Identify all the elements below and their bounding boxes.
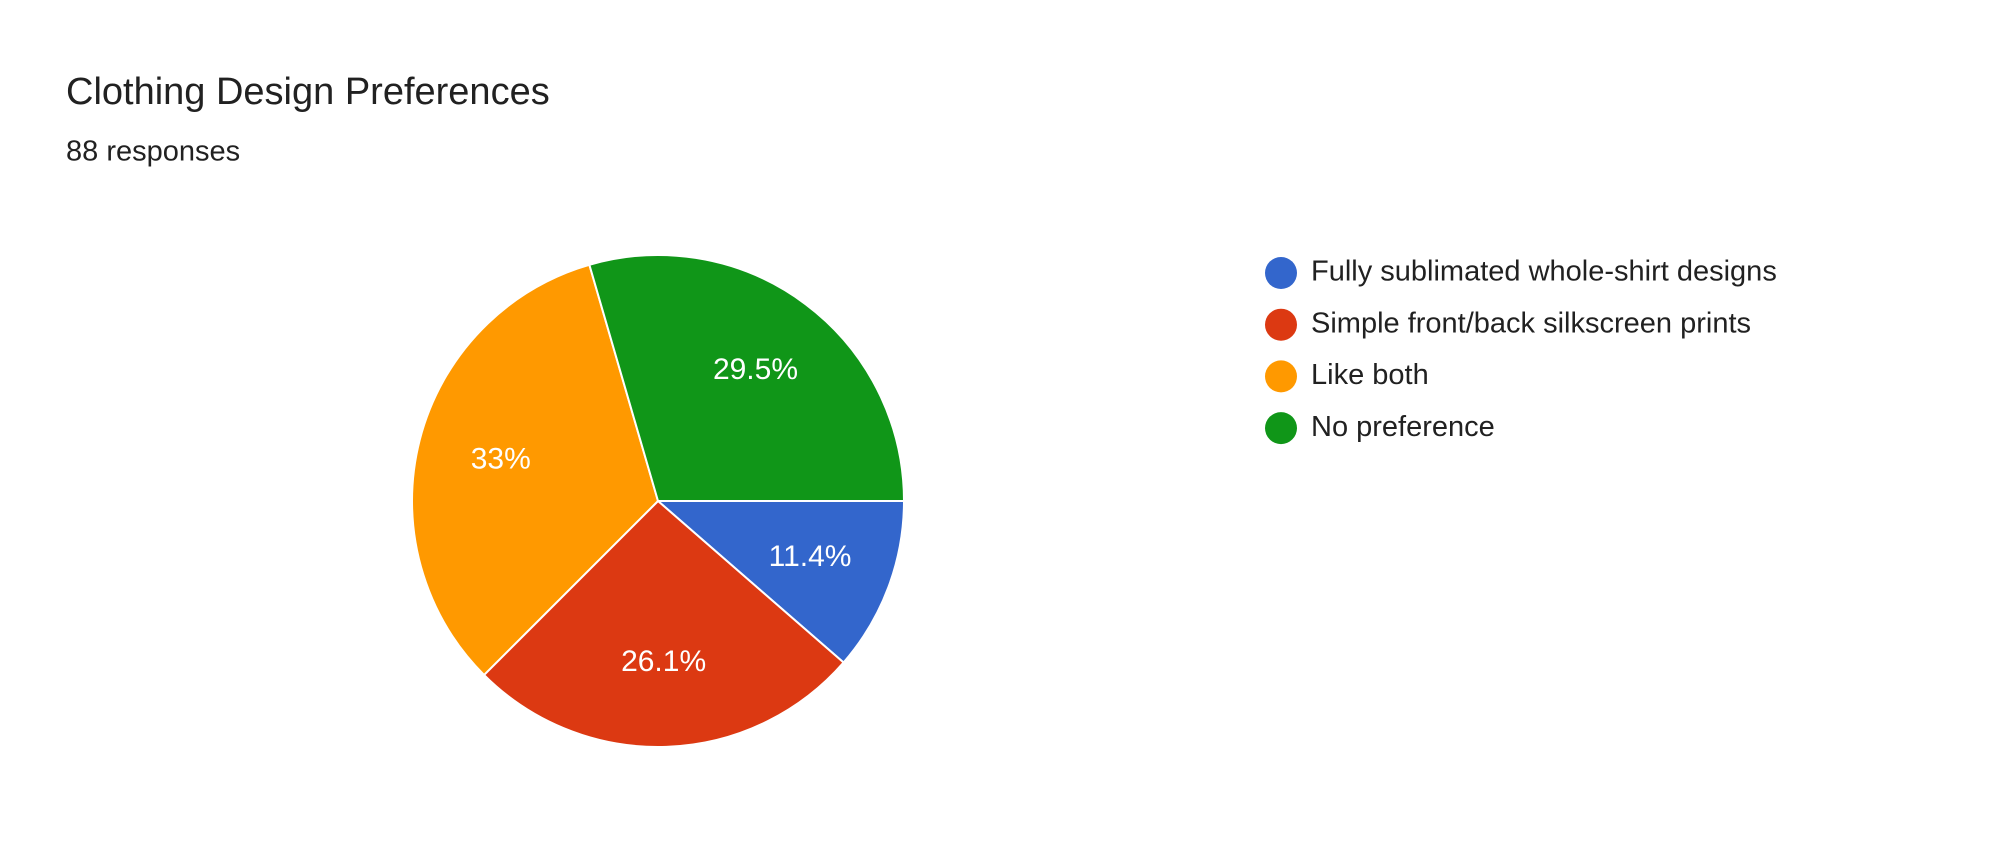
legend-label: No preference — [1311, 411, 1495, 443]
chart-subtitle: 88 responses — [66, 136, 240, 168]
slice-label: 29.5% — [713, 353, 798, 386]
legend-label: Fully sublimated whole-shirt designs — [1311, 256, 1777, 288]
legend-label: Simple front/back silkscreen prints — [1311, 307, 1751, 339]
legend-marker — [1265, 308, 1297, 341]
legend-marker — [1265, 360, 1297, 393]
slice-label: 11.4% — [769, 540, 852, 573]
pie-slice — [655, 500, 906, 664]
legend-label: Like both — [1311, 359, 1429, 391]
legend-marker — [1265, 257, 1297, 289]
legend-marker — [1265, 412, 1297, 445]
chart-title: Clothing Design Preferences — [66, 71, 550, 113]
pie-slice — [411, 263, 660, 677]
pie-slice — [588, 254, 906, 502]
slice-label: 33% — [471, 443, 531, 476]
slice-label: 26.1% — [621, 645, 706, 678]
pie-slice — [482, 499, 845, 748]
